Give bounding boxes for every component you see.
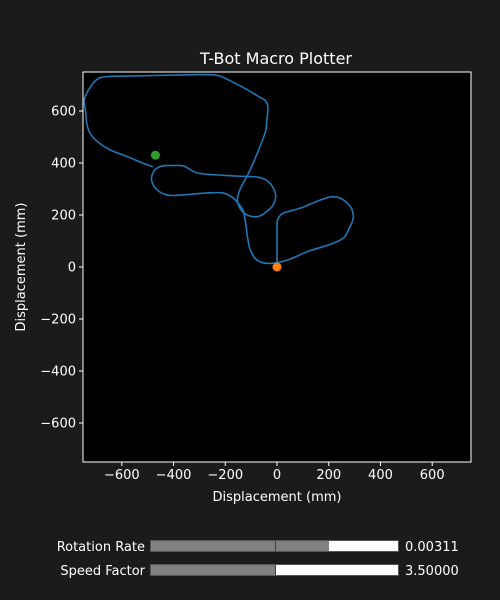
x-axis-label: Displacement (mm) [213, 490, 342, 505]
y-tick-label: −600 [40, 417, 76, 432]
y-tick-label: 400 [51, 157, 76, 172]
speed-factor-slider[interactable]: Speed Factor 3.50000 [0, 562, 500, 582]
rotation-rate-fill [151, 541, 329, 551]
x-tick-label: 200 [316, 468, 341, 483]
rotation-rate-initial-marker [274, 541, 276, 551]
plot-markers [150, 150, 282, 272]
rotation-rate-value: 0.00311 [405, 540, 459, 555]
x-tick-label: 0 [273, 468, 281, 483]
y-tick-label: 200 [51, 209, 76, 224]
speed-factor-track[interactable] [150, 564, 399, 576]
rotation-rate-label: Rotation Rate [56, 540, 145, 555]
y-ticks: −600 −400 −200 0 200 400 600 [40, 105, 83, 432]
origin-marker [272, 262, 282, 272]
x-tick-label: −200 [207, 468, 243, 483]
y-tick-label: 600 [51, 105, 76, 120]
y-axis-label: Displacement (mm) [14, 203, 29, 332]
x-ticks: −600 −400 −200 0 200 400 600 [104, 462, 445, 483]
y-tick-label: −400 [40, 365, 76, 380]
chart-title: T-Bot Macro Plotter [199, 49, 352, 68]
speed-factor-initial-marker [274, 565, 276, 575]
x-tick-label: −600 [104, 468, 140, 483]
y-tick-label: 0 [68, 261, 76, 276]
speed-factor-value: 3.50000 [405, 564, 459, 579]
current-position-marker [150, 150, 160, 160]
speed-factor-label: Speed Factor [60, 564, 145, 579]
x-tick-label: 400 [368, 468, 393, 483]
speed-factor-fill [151, 565, 275, 575]
y-tick-label: −200 [40, 313, 76, 328]
rotation-rate-slider[interactable]: Rotation Rate 0.00311 [0, 538, 500, 558]
x-tick-label: −400 [156, 468, 192, 483]
trajectory-line [83, 73, 355, 267]
rotation-rate-track[interactable] [150, 540, 399, 552]
x-tick-label: 600 [420, 468, 445, 483]
plot-lines [83, 73, 355, 267]
